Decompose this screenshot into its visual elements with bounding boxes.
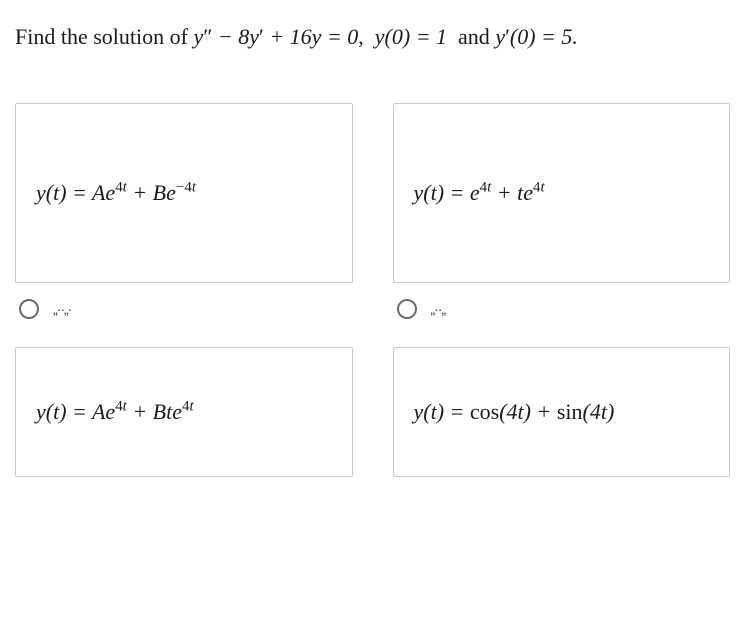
option-b-radio-row[interactable]: „··„ <box>393 299 731 319</box>
option-b-math: y(t) = e4t + te4t <box>414 180 545 206</box>
option-d: y(t) = cos(4t) + sin(4t) <box>393 347 731 477</box>
option-a-radio-label: „··„· <box>53 301 71 317</box>
option-a-radio-row[interactable]: „··„· <box>15 299 353 319</box>
radio-icon[interactable] <box>397 299 417 319</box>
radio-icon[interactable] <box>19 299 39 319</box>
option-d-math: y(t) = cos(4t) + sin(4t) <box>414 399 615 425</box>
option-c-card[interactable]: y(t) = Ae4t + Bte4t <box>15 347 353 477</box>
option-b-card[interactable]: y(t) = e4t + te4t <box>393 103 731 283</box>
options-grid: y(t) = Ae4t + Be−4t „··„· y(t) = e4t + t… <box>15 103 730 477</box>
option-b-radio-label: „··„ <box>431 301 446 317</box>
option-b: y(t) = e4t + te4t „··„ <box>393 103 731 319</box>
question-prompt: Find the solution of y″ − 8y′ + 16y = 0,… <box>15 20 730 53</box>
option-c: y(t) = Ae4t + Bte4t <box>15 347 353 477</box>
option-c-math: y(t) = Ae4t + Bte4t <box>36 399 194 425</box>
option-a-card[interactable]: y(t) = Ae4t + Be−4t <box>15 103 353 283</box>
option-d-card[interactable]: y(t) = cos(4t) + sin(4t) <box>393 347 731 477</box>
option-a: y(t) = Ae4t + Be−4t „··„· <box>15 103 353 319</box>
option-a-math: y(t) = Ae4t + Be−4t <box>36 180 196 206</box>
